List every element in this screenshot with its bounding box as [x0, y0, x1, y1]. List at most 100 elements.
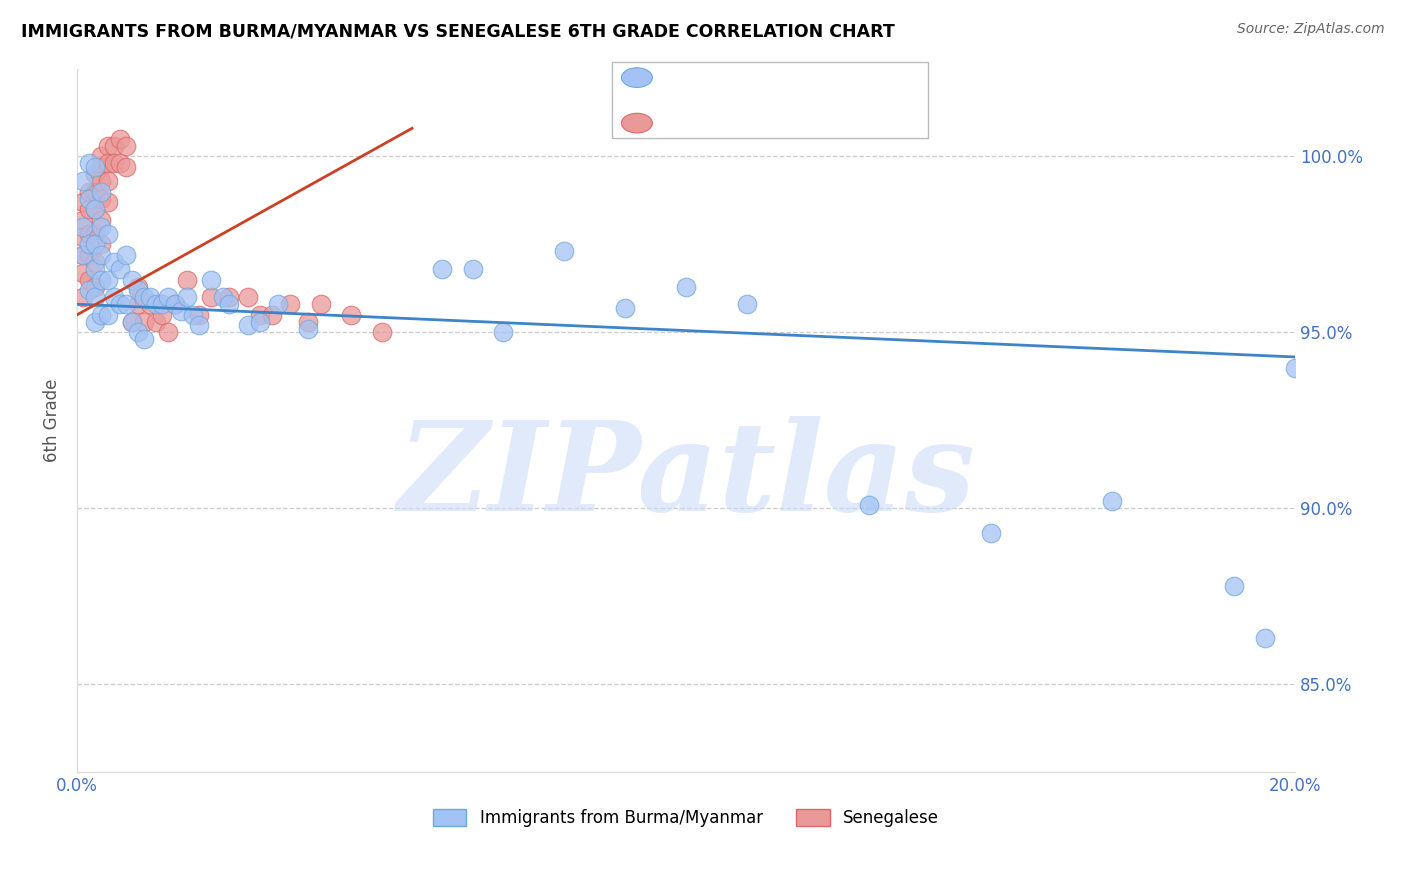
Point	[127, 326, 149, 340]
Point	[77, 272, 100, 286]
Point	[114, 297, 136, 311]
Point	[181, 308, 204, 322]
Point	[176, 290, 198, 304]
Point	[84, 227, 107, 241]
Point	[150, 297, 173, 311]
Point	[297, 322, 319, 336]
Point	[77, 156, 100, 170]
Point	[96, 195, 118, 210]
Point	[84, 237, 107, 252]
Point	[84, 255, 107, 269]
Point	[72, 290, 94, 304]
Point	[132, 315, 155, 329]
Point	[614, 301, 637, 315]
Point	[121, 272, 143, 286]
Point	[260, 308, 283, 322]
Point	[72, 219, 94, 234]
Point	[90, 149, 112, 163]
Point	[132, 290, 155, 304]
Point	[108, 132, 131, 146]
Point	[90, 272, 112, 286]
Point	[187, 308, 209, 322]
Point	[675, 279, 697, 293]
Point	[370, 326, 392, 340]
Point	[150, 308, 173, 322]
Point	[72, 248, 94, 262]
Text: Source: ZipAtlas.com: Source: ZipAtlas.com	[1237, 22, 1385, 37]
Point	[96, 139, 118, 153]
Point	[103, 156, 125, 170]
Text: R =: R =	[659, 119, 690, 136]
Point	[72, 248, 94, 262]
Point	[90, 219, 112, 234]
Point	[157, 326, 180, 340]
Point	[127, 283, 149, 297]
Point	[121, 315, 143, 329]
Point	[96, 308, 118, 322]
Point	[121, 315, 143, 329]
Point	[127, 279, 149, 293]
Point	[84, 167, 107, 181]
Point	[145, 297, 167, 311]
Point	[236, 290, 259, 304]
Point	[77, 227, 100, 241]
Point	[90, 212, 112, 227]
Point	[72, 195, 94, 210]
Text: IMMIGRANTS FROM BURMA/MYANMAR VS SENEGALESE 6TH GRADE CORRELATION CHART: IMMIGRANTS FROM BURMA/MYANMAR VS SENEGAL…	[21, 22, 894, 40]
Point	[1223, 579, 1246, 593]
Point	[77, 248, 100, 262]
Point	[218, 297, 240, 311]
Y-axis label: 6th Grade: 6th Grade	[44, 378, 60, 462]
Point	[90, 192, 112, 206]
Point	[84, 315, 107, 329]
Point	[84, 160, 107, 174]
Point	[340, 308, 363, 322]
Point	[169, 304, 191, 318]
Point	[236, 318, 259, 333]
Point	[84, 279, 107, 293]
Point	[77, 283, 100, 297]
Point	[96, 156, 118, 170]
Legend: Immigrants from Burma/Myanmar, Senegalese: Immigrants from Burma/Myanmar, Senegales…	[426, 803, 946, 834]
Point	[145, 315, 167, 329]
Point	[90, 174, 112, 188]
Point	[1253, 632, 1275, 646]
Point	[735, 297, 758, 311]
Point	[84, 202, 107, 217]
Point	[212, 290, 235, 304]
Point	[72, 174, 94, 188]
Text: R =: R =	[659, 73, 690, 91]
Point	[461, 262, 484, 277]
Point	[96, 227, 118, 241]
Point	[103, 139, 125, 153]
Point	[90, 237, 112, 252]
Point	[96, 174, 118, 188]
Point	[90, 185, 112, 199]
Point	[139, 290, 162, 304]
Point	[218, 290, 240, 304]
Point	[200, 272, 222, 286]
Point	[139, 297, 162, 311]
Point	[84, 290, 107, 304]
Point	[108, 297, 131, 311]
Point	[77, 185, 100, 199]
Point	[176, 272, 198, 286]
Point	[163, 297, 186, 311]
Point	[553, 244, 575, 259]
Point	[200, 290, 222, 304]
Point	[77, 192, 100, 206]
Point	[108, 156, 131, 170]
Point	[309, 297, 332, 311]
Point	[72, 230, 94, 244]
Text: N = 54: N = 54	[794, 119, 862, 136]
Point	[84, 185, 107, 199]
Point	[127, 297, 149, 311]
Point	[114, 160, 136, 174]
Point	[157, 290, 180, 304]
Point	[132, 332, 155, 346]
Point	[432, 262, 454, 277]
Point	[103, 290, 125, 304]
Point	[84, 202, 107, 217]
Point	[90, 248, 112, 262]
Point	[114, 139, 136, 153]
